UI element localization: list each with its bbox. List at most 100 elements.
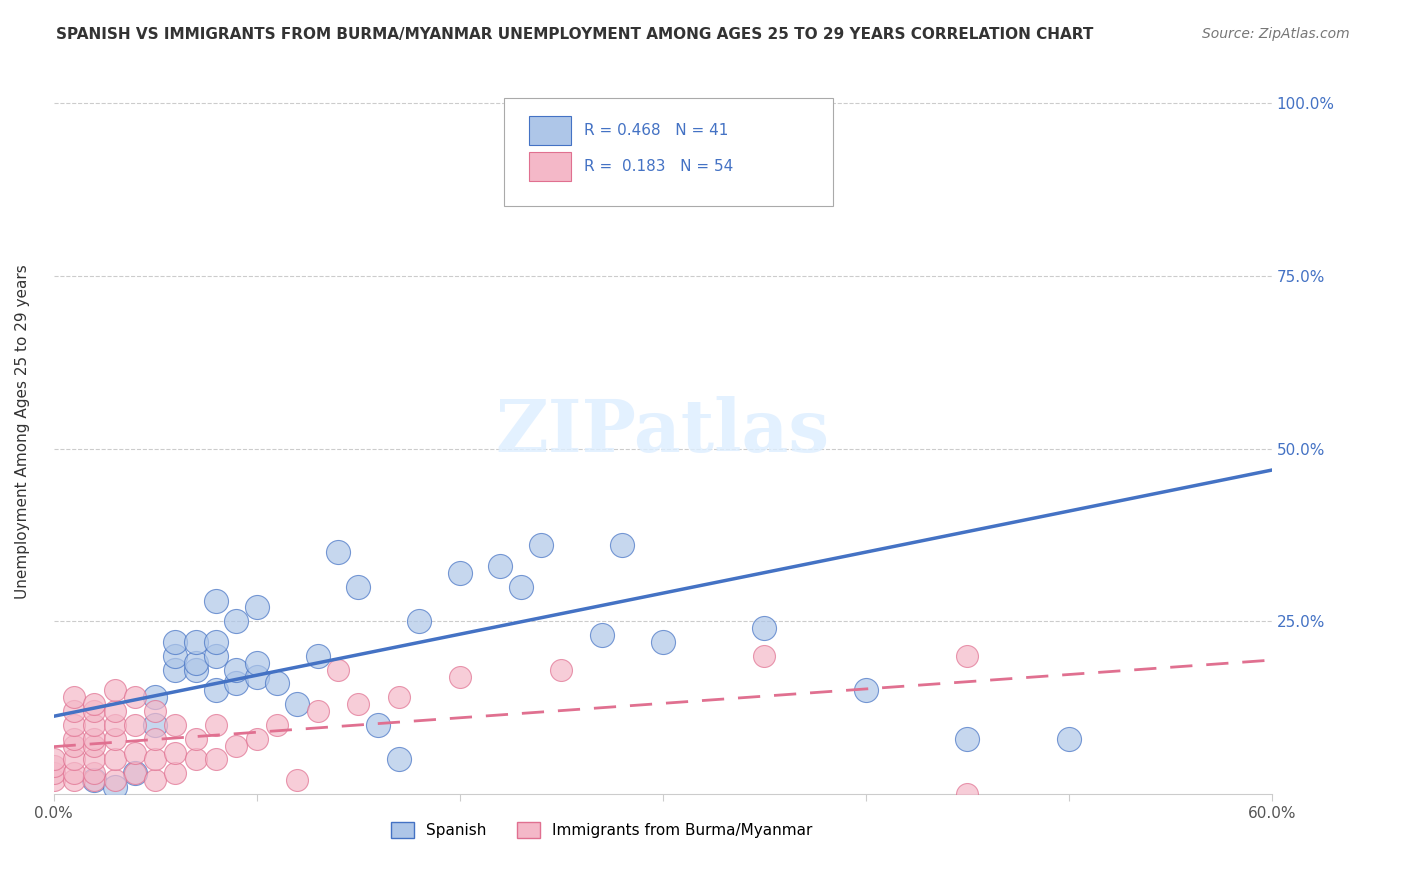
Point <box>205 635 228 649</box>
Point <box>326 663 349 677</box>
Point <box>103 731 125 746</box>
Point <box>165 648 187 663</box>
Point <box>83 752 105 766</box>
Point <box>246 656 269 670</box>
Point <box>610 538 633 552</box>
Point <box>42 759 65 773</box>
Y-axis label: Unemployment Among Ages 25 to 29 years: Unemployment Among Ages 25 to 29 years <box>15 264 30 599</box>
Point <box>225 676 247 690</box>
Point <box>63 718 86 732</box>
Point <box>205 593 228 607</box>
Point <box>184 656 207 670</box>
Point <box>205 718 228 732</box>
Point <box>143 704 166 718</box>
Point <box>205 648 228 663</box>
Point <box>63 704 86 718</box>
Point <box>83 773 105 788</box>
Text: Source: ZipAtlas.com: Source: ZipAtlas.com <box>1202 27 1350 41</box>
Point <box>184 663 207 677</box>
Point <box>307 648 329 663</box>
Point <box>143 718 166 732</box>
Point <box>165 746 187 760</box>
FancyBboxPatch shape <box>529 116 571 145</box>
Point <box>103 718 125 732</box>
Point <box>42 766 65 780</box>
Point <box>83 773 105 788</box>
Point <box>205 683 228 698</box>
Point <box>754 621 776 635</box>
FancyBboxPatch shape <box>529 152 571 181</box>
Point <box>956 731 979 746</box>
Point <box>103 683 125 698</box>
Point <box>42 773 65 788</box>
Point <box>956 648 979 663</box>
Point <box>530 538 553 552</box>
Point <box>285 773 308 788</box>
Point <box>165 718 187 732</box>
Point <box>63 766 86 780</box>
Point <box>63 752 86 766</box>
Point <box>124 766 146 780</box>
Point <box>63 739 86 753</box>
Point <box>83 731 105 746</box>
Point <box>1057 731 1080 746</box>
Point <box>184 731 207 746</box>
Point <box>184 635 207 649</box>
Point <box>246 600 269 615</box>
Point <box>83 766 105 780</box>
Point <box>367 718 389 732</box>
Text: ZIPatlas: ZIPatlas <box>496 396 830 467</box>
Point <box>83 718 105 732</box>
Point <box>225 663 247 677</box>
Point <box>103 752 125 766</box>
Point <box>63 690 86 705</box>
Point <box>83 697 105 711</box>
Point <box>246 731 269 746</box>
Point <box>124 690 146 705</box>
Point <box>489 559 512 574</box>
Point <box>347 697 370 711</box>
Text: SPANISH VS IMMIGRANTS FROM BURMA/MYANMAR UNEMPLOYMENT AMONG AGES 25 TO 29 YEARS : SPANISH VS IMMIGRANTS FROM BURMA/MYANMAR… <box>56 27 1094 42</box>
Point <box>63 731 86 746</box>
FancyBboxPatch shape <box>505 97 834 206</box>
Point <box>651 635 673 649</box>
Point <box>63 773 86 788</box>
Point <box>408 614 430 628</box>
Point <box>83 739 105 753</box>
Point <box>449 669 471 683</box>
Point <box>124 718 146 732</box>
Point <box>103 704 125 718</box>
Point <box>285 697 308 711</box>
Point <box>42 752 65 766</box>
Point <box>307 704 329 718</box>
Point <box>103 773 125 788</box>
Point <box>205 752 228 766</box>
Point <box>83 704 105 718</box>
Point <box>266 676 288 690</box>
Point <box>103 780 125 794</box>
Point <box>143 731 166 746</box>
Point <box>266 718 288 732</box>
Point <box>388 690 411 705</box>
Point <box>956 787 979 801</box>
Point <box>165 635 187 649</box>
Point <box>165 663 187 677</box>
Text: R =  0.183   N = 54: R = 0.183 N = 54 <box>583 159 733 174</box>
Point <box>124 746 146 760</box>
Point <box>449 566 471 580</box>
Text: R = 0.468   N = 41: R = 0.468 N = 41 <box>583 123 728 137</box>
Point <box>347 580 370 594</box>
Point <box>225 739 247 753</box>
Point <box>509 580 531 594</box>
Point <box>591 628 613 642</box>
Point <box>184 752 207 766</box>
Point <box>326 545 349 559</box>
Point <box>143 690 166 705</box>
Legend: Spanish, Immigrants from Burma/Myanmar: Spanish, Immigrants from Burma/Myanmar <box>385 816 818 845</box>
Point <box>124 766 146 780</box>
Point <box>550 663 572 677</box>
Point <box>225 614 247 628</box>
Point <box>388 752 411 766</box>
Point <box>165 766 187 780</box>
Point <box>754 648 776 663</box>
